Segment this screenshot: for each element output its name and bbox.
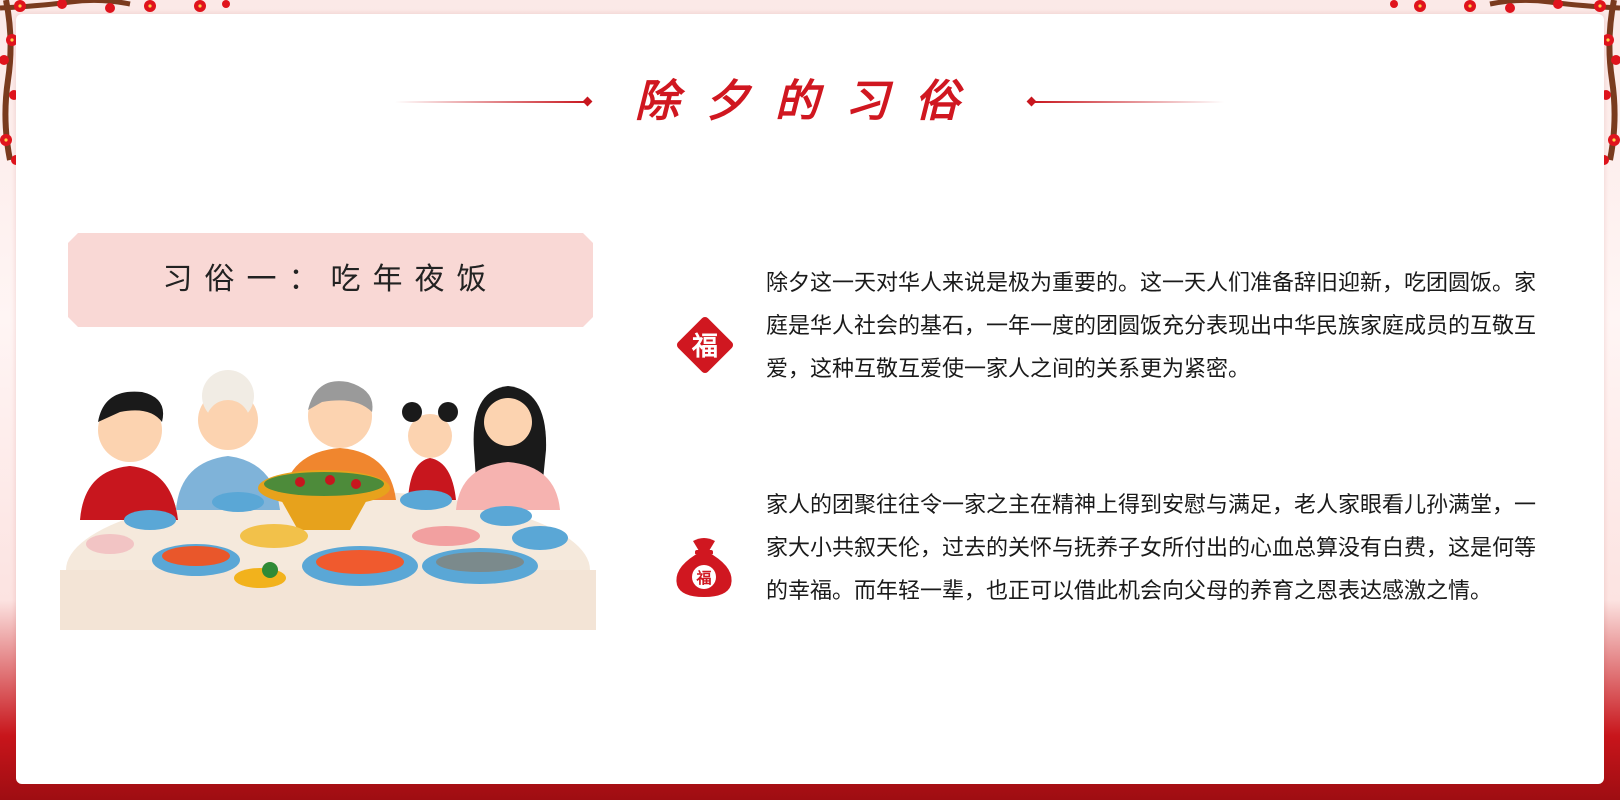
lucky-bag-icon: 福 bbox=[671, 535, 737, 599]
content-card bbox=[16, 14, 1604, 784]
diamond-ornament-left bbox=[582, 96, 593, 107]
plum-blossom-branch-right bbox=[1380, 0, 1620, 170]
custom-label-text: 习俗一：吃年夜饭 bbox=[162, 263, 499, 296]
fu-diamond-char: 福 bbox=[691, 332, 718, 362]
paragraph-2: 家人的团聚往往令一家之主在精神上得到安慰与满足，老人家眼看儿孙满堂，一家大小共叙… bbox=[766, 493, 1537, 604]
fu-diamond-icon: 福 bbox=[672, 312, 738, 378]
plum-blossom-branch-left bbox=[0, 0, 240, 170]
custom-label-box: 习俗一：吃年夜饭 bbox=[68, 233, 593, 327]
title-bar: 除夕的习俗 bbox=[0, 72, 1620, 132]
family-dinner-illustration bbox=[60, 370, 596, 650]
paragraph-1: 除夕这一天对华人来说是极为重要的。这一天人们准备辞旧迎新，吃团圆饭。家庭是华人社… bbox=[766, 271, 1537, 382]
title-divider-left bbox=[395, 101, 587, 103]
page-title: 除夕的习俗 bbox=[635, 76, 985, 127]
lucky-bag-char: 福 bbox=[695, 569, 711, 587]
title-divider-right bbox=[1032, 101, 1224, 103]
